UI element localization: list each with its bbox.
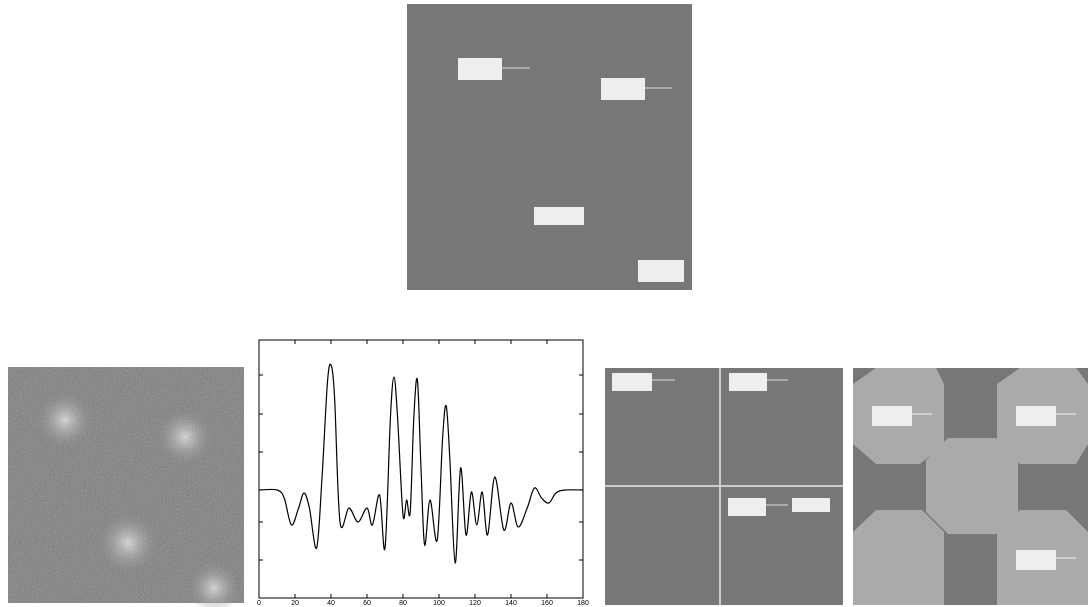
x-tick-label: 0 [257,600,261,607]
quadrant-image [605,368,843,605]
x-tick-label: 140 [505,600,517,607]
x-tick-label: 180 [577,600,589,607]
x-tick-label: 160 [541,600,553,607]
octagon-image [853,368,1088,605]
x-tick-label: 60 [363,600,371,607]
x-tick-label: 120 [469,600,481,607]
x-tick-label: 80 [399,600,407,607]
noisy-image [8,367,244,607]
figure: 0 20 40 60 80 100 120 140 160 180 [0,0,1088,607]
top-image [407,4,692,290]
x-tick-label: 100 [433,600,445,607]
x-tick-label: 20 [291,600,299,607]
x-tick-label: 40 [327,600,335,607]
